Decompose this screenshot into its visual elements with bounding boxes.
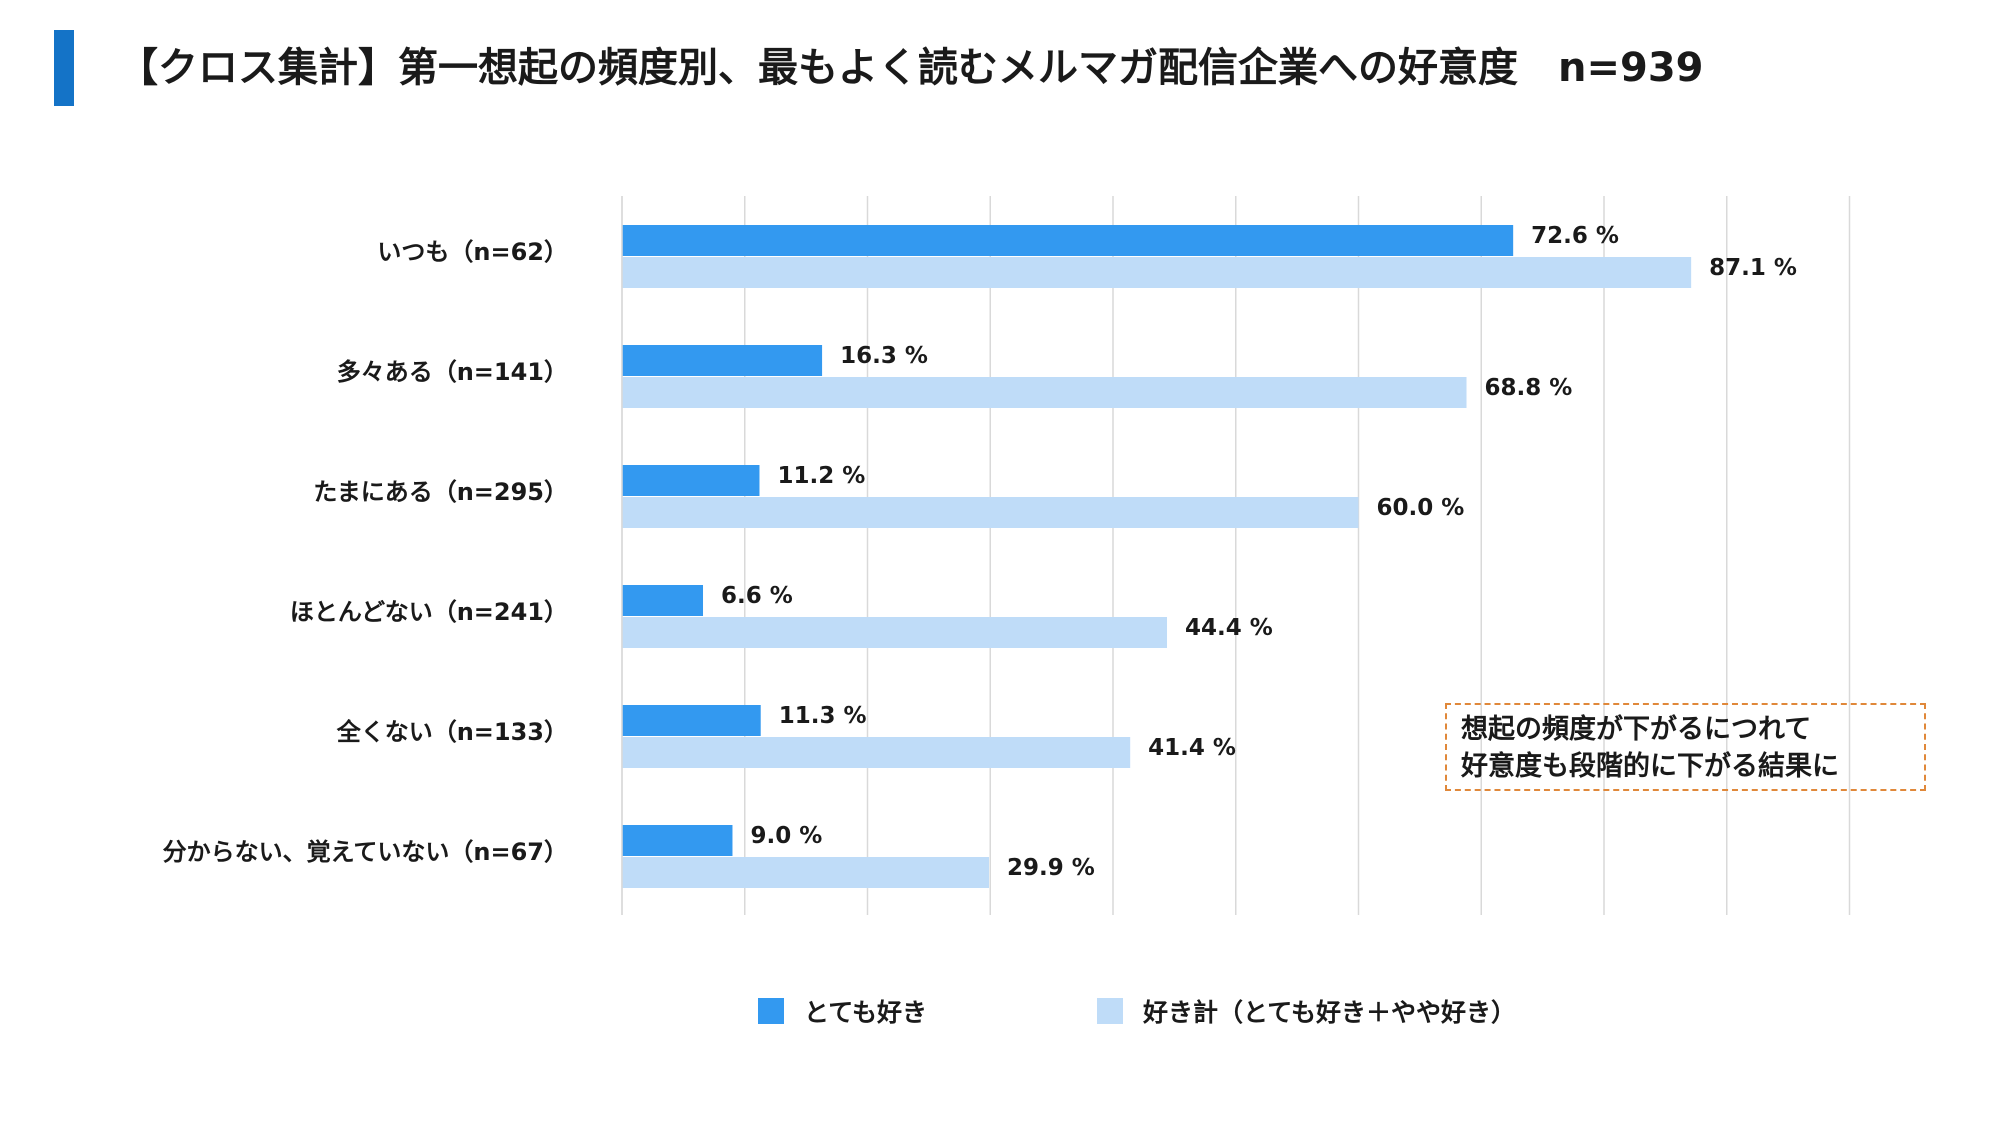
data-label: 16.3 %	[840, 343, 928, 369]
bar-like-total	[622, 377, 1467, 408]
bar-like-total	[622, 497, 1359, 528]
category-label: ほとんどない（n=241）	[290, 598, 568, 626]
category-label: たまにある（n=295）	[313, 478, 568, 506]
data-label: 87.1 %	[1709, 255, 1797, 281]
data-label: 6.6 %	[721, 583, 793, 609]
bar-like-total	[622, 857, 990, 888]
bar-like-total	[622, 257, 1692, 288]
bar-very-like	[622, 585, 704, 616]
category-label: 分からない、覚えていない（n=67）	[163, 838, 568, 866]
category-label: いつも（n=62）	[377, 238, 568, 266]
bar-very-like	[622, 825, 733, 856]
title-accent-bar	[54, 30, 74, 106]
bar-very-like	[622, 705, 761, 736]
data-label: 9.0 %	[750, 823, 822, 849]
bar-like-total	[622, 737, 1131, 768]
bar-very-like	[622, 345, 823, 376]
data-label: 11.3 %	[779, 703, 867, 729]
legend-swatch-like-total	[1097, 998, 1123, 1024]
legend-label-like-total: 好き計（とても好き＋やや好き）	[1143, 998, 1517, 1027]
bar-like-total	[622, 617, 1168, 648]
data-label: 72.6 %	[1531, 223, 1619, 249]
legend-swatch-very-like	[758, 998, 784, 1024]
data-label: 11.2 %	[777, 463, 865, 489]
chart-annotation: 想起の頻度が下がるにつれて 好意度も段階的に下がる結果に	[1445, 703, 1926, 791]
legend-item-very-like: とても好き	[758, 995, 927, 1027]
bar-very-like	[622, 225, 1514, 256]
data-label: 60.0 %	[1377, 495, 1465, 521]
legend-label-very-like: とても好き	[804, 998, 928, 1027]
annotation-line-2: 好意度も段階的に下がる結果に	[1461, 751, 1839, 782]
page-title: 【クロス集計】第一想起の頻度別、最もよく読むメルマガ配信企業への好意度 n=93…	[118, 45, 1704, 91]
legend-item-like-total: 好き計（とても好き＋やや好き）	[1097, 995, 1516, 1027]
category-label: 全くない（n=133）	[336, 718, 568, 746]
annotation-line-1: 想起の頻度が下がるにつれて	[1461, 714, 1812, 745]
bar-very-like	[622, 465, 760, 496]
data-label: 41.4 %	[1148, 735, 1236, 761]
data-label: 44.4 %	[1185, 615, 1273, 641]
category-label: 多々ある（n=141）	[337, 358, 568, 386]
data-label: 29.9 %	[1007, 855, 1095, 881]
data-label: 68.8 %	[1485, 375, 1573, 401]
